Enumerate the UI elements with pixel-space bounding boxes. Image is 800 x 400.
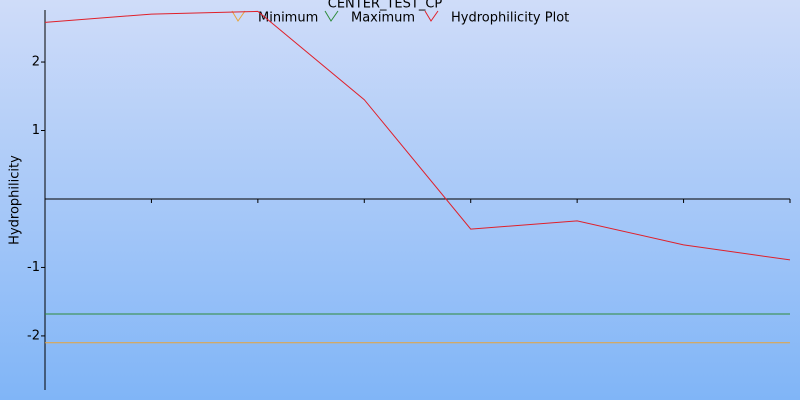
chart-title: CENTER_TEST_CP bbox=[328, 0, 443, 12]
legend-icon bbox=[324, 10, 339, 22]
legend-label: Minimum bbox=[258, 11, 318, 26]
y-tick-label: -2 bbox=[27, 328, 40, 343]
y-axis-label: Hydrophilicity bbox=[8, 155, 23, 245]
legend-label: Hydrophilicity Plot bbox=[451, 11, 569, 26]
y-tick-label: -1 bbox=[27, 260, 40, 275]
y-tick-label: 2 bbox=[32, 55, 40, 70]
legend-icon bbox=[231, 10, 246, 22]
legend-label: Maximum bbox=[351, 11, 415, 26]
legend-icon bbox=[424, 10, 439, 22]
series-line bbox=[44, 10, 791, 261]
y-tick-label: 1 bbox=[32, 123, 40, 138]
